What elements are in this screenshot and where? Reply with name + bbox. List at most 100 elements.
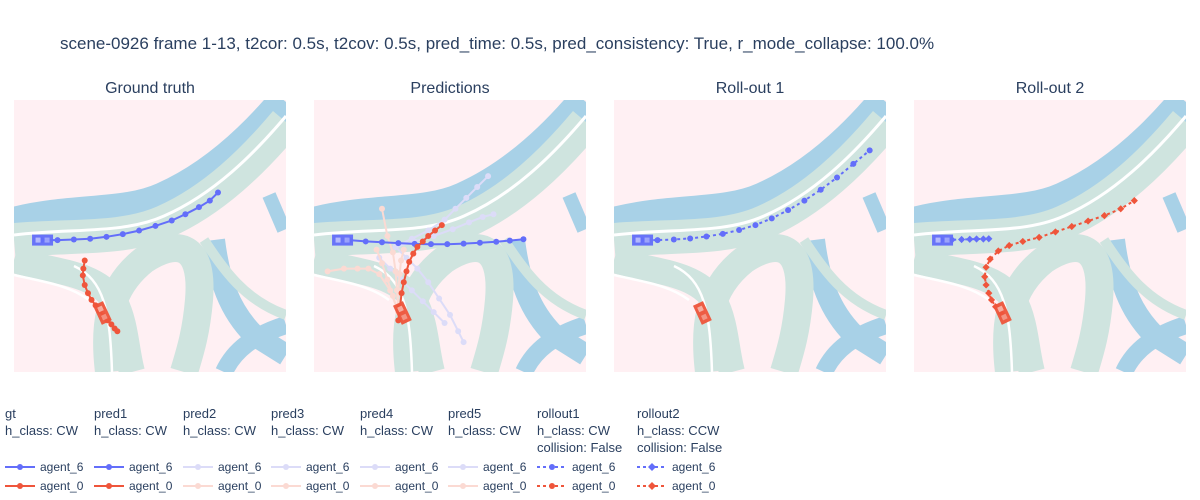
- legend-marker: [460, 464, 466, 470]
- data-point: [485, 173, 492, 180]
- data-point: [389, 249, 396, 256]
- data-point: [87, 235, 94, 242]
- vehicle-agent_0: [392, 301, 412, 325]
- walkway: [562, 192, 586, 233]
- legend-entry-label: agent_0: [572, 479, 616, 493]
- legend-group-title: rollout1: [537, 406, 580, 421]
- data-point: [1130, 197, 1138, 205]
- legend-marker: [372, 464, 378, 470]
- legend-group-pred1[interactable]: pred1 h_class: CW agent_6 agent_0: [94, 405, 172, 493]
- panel-rollout-1: Roll-out 1: [614, 80, 886, 372]
- legend-group-gt[interactable]: gt h_class: CW agent_6 agent_0: [5, 405, 83, 493]
- map-background: [914, 100, 1186, 372]
- data-point: [981, 273, 989, 281]
- data-point: [463, 194, 470, 201]
- lane: [499, 237, 586, 320]
- panel-title: Ground truth: [105, 80, 195, 97]
- data-point: [1084, 217, 1092, 225]
- data-point: [379, 239, 385, 246]
- vehicle-window: [44, 237, 50, 243]
- legend-group-title: h_class: CW: [360, 423, 433, 438]
- data-point: [430, 233, 437, 239]
- legend-entry-agent_0[interactable]: agent_0: [183, 478, 283, 494]
- vehicle-agent_0: [692, 301, 712, 325]
- legend-group-title: h_class: CW: [5, 423, 78, 438]
- map-plot-predictions[interactable]: [314, 100, 586, 372]
- data-point: [719, 230, 726, 237]
- legend-group-pred2[interactable]: pred2 h_class: CW agent_6 agent_0: [183, 405, 261, 493]
- data-point: [373, 246, 380, 253]
- legend-group-pred3[interactable]: pred3 h_class: CW agent_6 agent_0: [271, 405, 349, 493]
- data-point: [1005, 241, 1013, 250]
- data-point: [103, 233, 110, 240]
- data-point: [850, 160, 857, 167]
- data-point: [768, 215, 775, 222]
- legend-entry-agent_0[interactable]: agent_0: [360, 478, 460, 494]
- data-point: [152, 222, 159, 229]
- map-background: [614, 100, 886, 372]
- vehicle-agent_0: [992, 301, 1012, 325]
- data-point: [419, 298, 426, 305]
- data-point: [1035, 233, 1043, 241]
- vehicle-agent_6: [32, 234, 54, 246]
- vehicle-agent_6: [332, 234, 354, 246]
- legend-group-pred5[interactable]: pred5 h_class: CW agent_6 agent_0: [448, 405, 526, 493]
- legend-group-rollout1[interactable]: rollout1 h_class: CW collision: False agent…: [537, 405, 622, 493]
- legend-entry-agent_0[interactable]: agent_0: [94, 478, 194, 494]
- legend-group-pred4[interactable]: pred4 h_class: CW agent_6 agent_0: [360, 405, 438, 493]
- legend-entry-agent_0[interactable]: agent_0: [637, 478, 737, 494]
- lane-divider: [914, 115, 1186, 237]
- legend-group-title: rollout2: [637, 406, 680, 421]
- legend-entry-label: agent_0: [306, 479, 350, 493]
- data-point: [408, 287, 415, 294]
- legend-entry-agent_6[interactable]: agent_6: [183, 459, 283, 475]
- legend-entry-agent_6[interactable]: agent_6: [94, 459, 194, 475]
- legend-entry-agent_0[interactable]: agent_0: [448, 478, 548, 494]
- data-point: [379, 260, 385, 267]
- data-point: [425, 233, 432, 239]
- legend-entry-agent_6[interactable]: agent_6: [271, 459, 371, 475]
- data-point: [182, 211, 189, 218]
- data-point: [365, 265, 372, 272]
- lane: [199, 237, 286, 320]
- panel-predictions: Predictions: [314, 80, 586, 372]
- panel-title: Roll-out 2: [1015, 80, 1085, 97]
- map-plot-rollout-2[interactable]: [914, 100, 1186, 372]
- chart-title: scene-0926 frame 1-13, t2cor: 0.5s, t2co…: [60, 34, 935, 53]
- legend-entry-agent_6[interactable]: agent_6: [448, 459, 548, 475]
- legend-entry-agent_6[interactable]: agent_6: [537, 459, 637, 475]
- legend-entry-agent_6[interactable]: agent_6: [360, 459, 460, 475]
- data-point: [425, 279, 432, 286]
- data-point: [506, 237, 513, 244]
- vehicle-window: [700, 313, 708, 321]
- data-point: [703, 233, 710, 240]
- data-point: [479, 213, 486, 220]
- map-plot-ground-truth[interactable]: [14, 100, 286, 372]
- legend-entry-label: agent_0: [218, 479, 262, 493]
- legend-entry-label: agent_6: [395, 460, 439, 474]
- data-point: [444, 241, 451, 248]
- legend-entry-agent_0[interactable]: agent_0: [537, 478, 637, 494]
- map-plot-rollout-1[interactable]: [614, 100, 886, 372]
- data-point: [79, 272, 86, 279]
- data-point: [817, 186, 824, 193]
- data-point: [801, 197, 808, 204]
- panel-title: Predictions: [410, 80, 490, 97]
- legend-entry-label: agent_6: [218, 460, 262, 474]
- legend-group-rollout2[interactable]: rollout2 h_class: CCW collision: False agen…: [637, 405, 722, 493]
- legend-entry-agent_0[interactable]: agent_0: [5, 478, 105, 494]
- data-point: [376, 271, 383, 278]
- data-point: [396, 271, 403, 278]
- data-point: [410, 250, 417, 257]
- data-point: [670, 236, 677, 243]
- legend-marker: [195, 483, 201, 489]
- data-point: [449, 226, 456, 233]
- legend-marker: [17, 464, 23, 470]
- legend-entry-agent_6[interactable]: agent_6: [5, 459, 105, 475]
- data-point: [114, 328, 121, 335]
- legend-entry-agent_0[interactable]: agent_0: [271, 478, 371, 494]
- data-point: [425, 227, 432, 234]
- data-point: [403, 268, 410, 275]
- legend-entry-agent_6[interactable]: agent_6: [637, 459, 737, 475]
- data-point: [460, 240, 467, 247]
